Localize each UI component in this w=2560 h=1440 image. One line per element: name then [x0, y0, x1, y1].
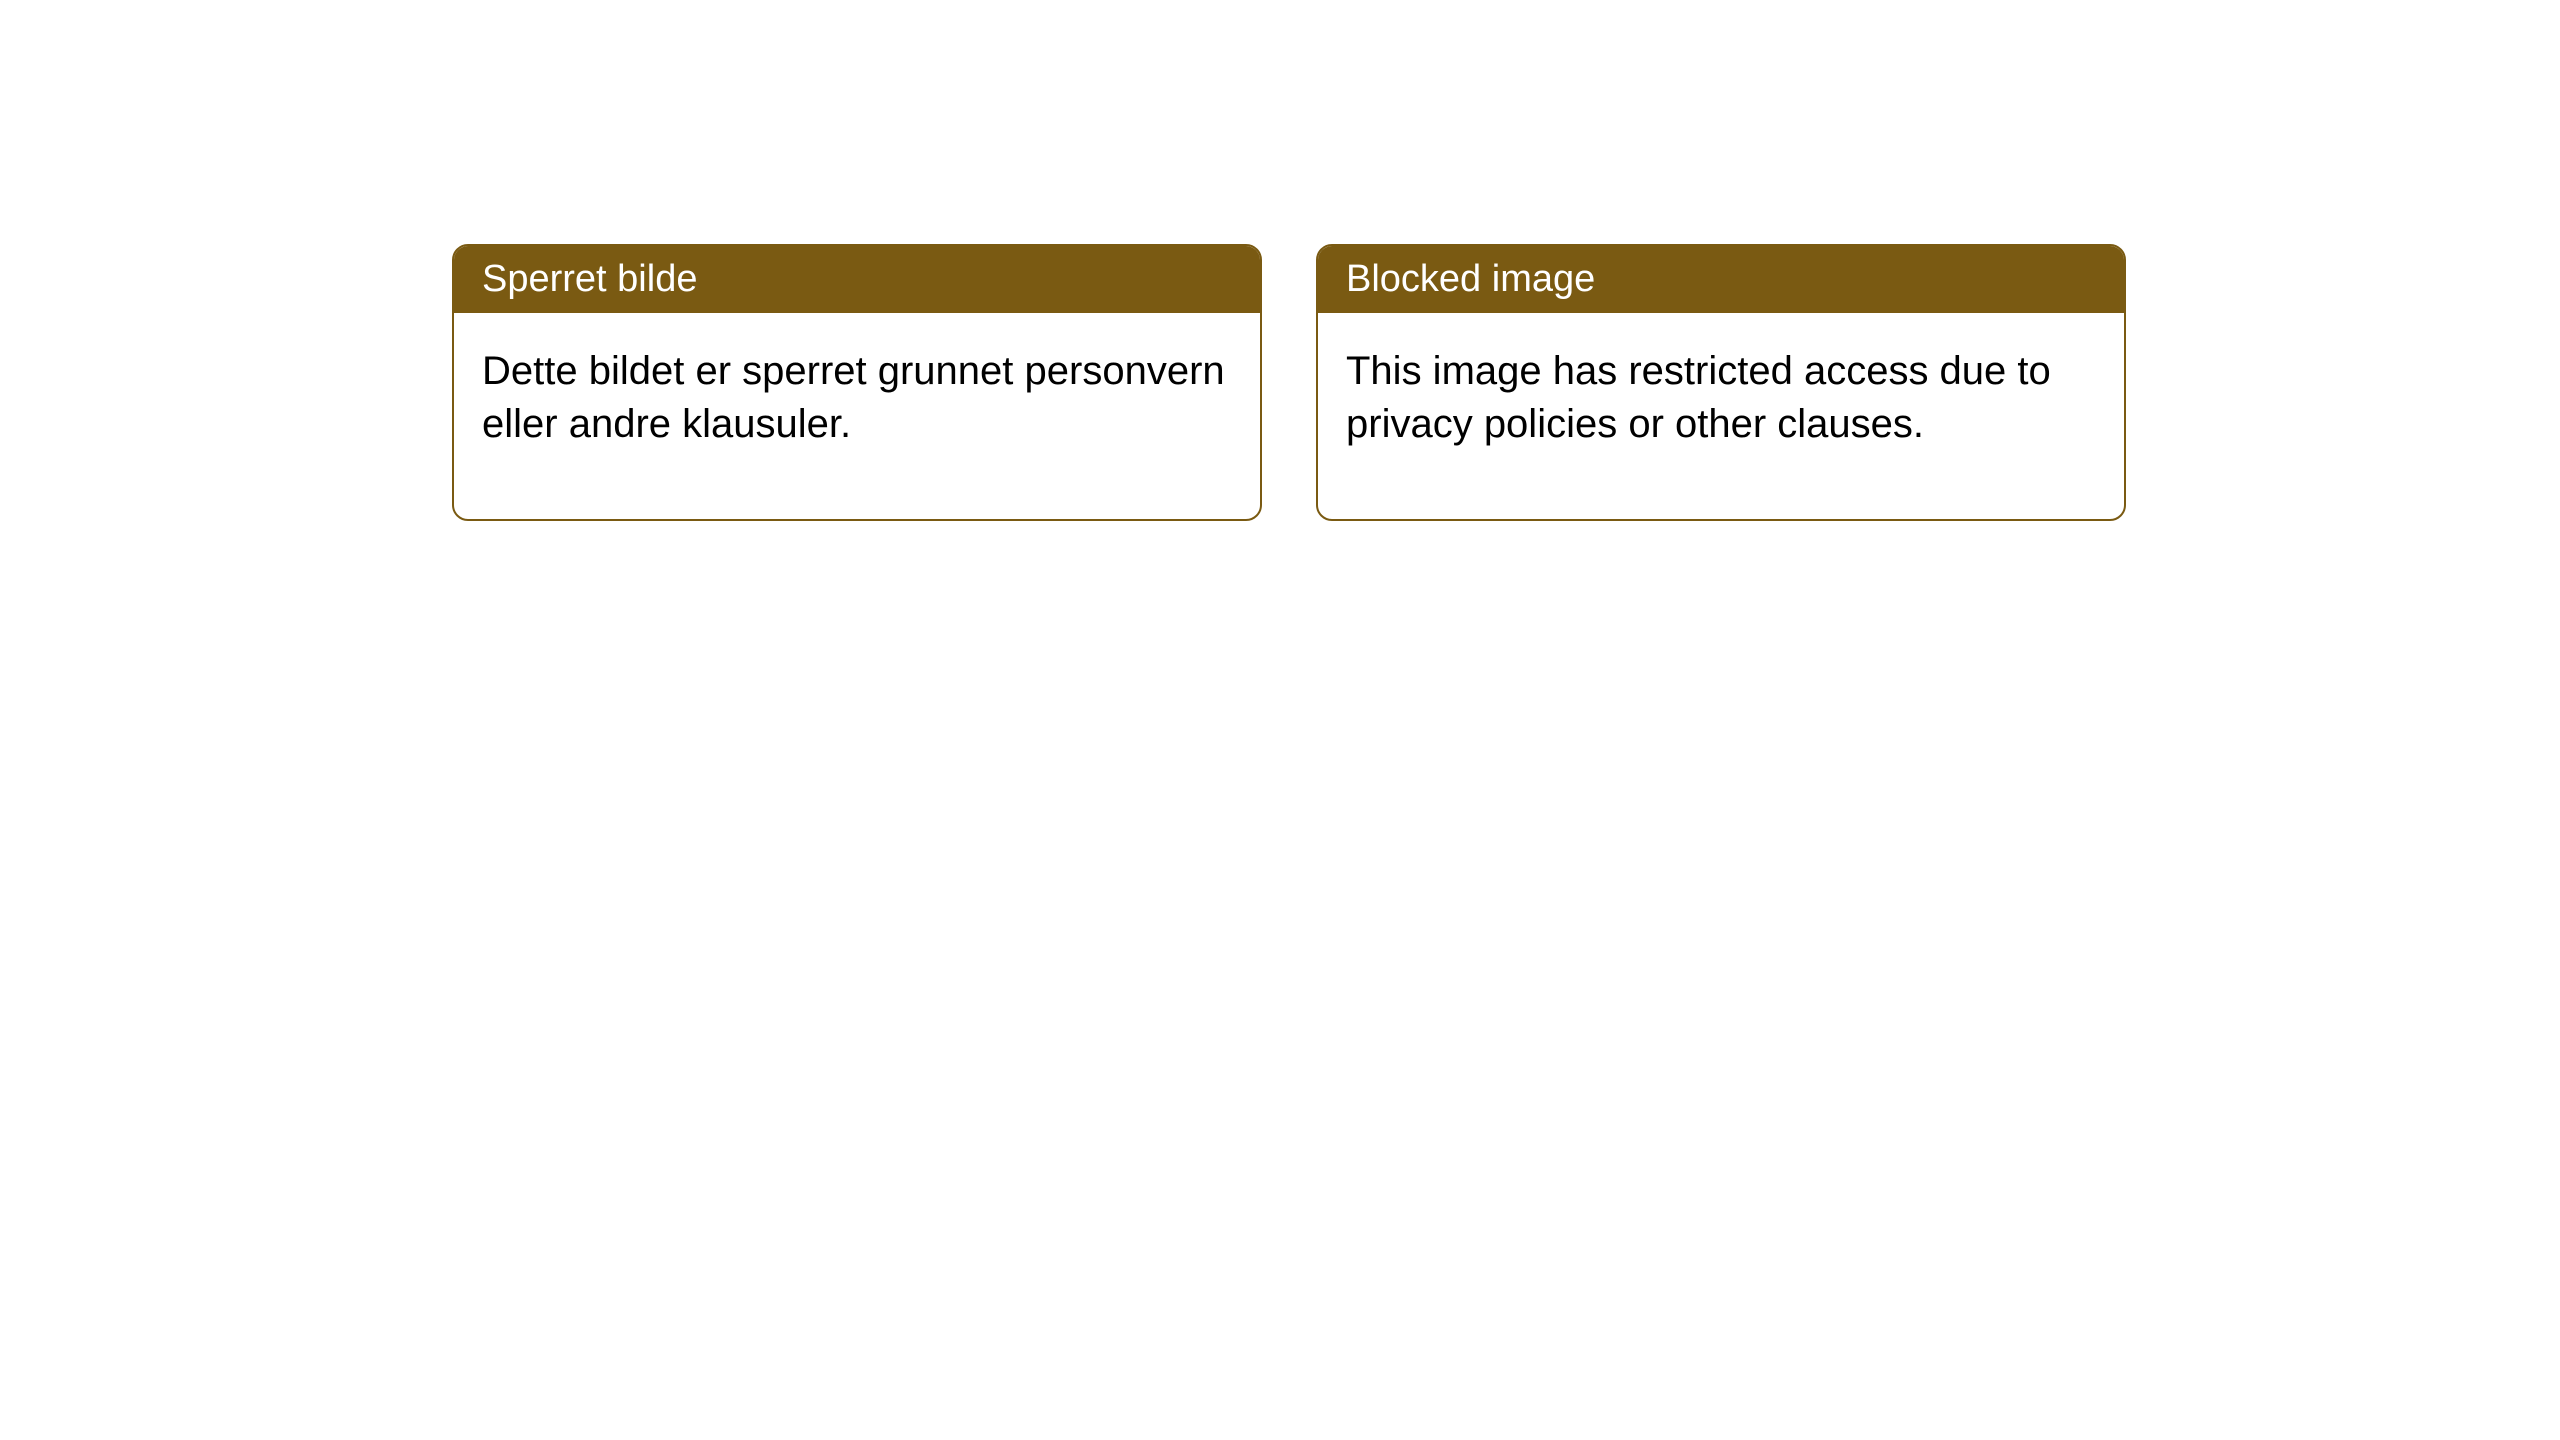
- notice-body-norwegian: Dette bildet er sperret grunnet personve…: [454, 313, 1260, 519]
- notice-header-english: Blocked image: [1318, 246, 2124, 313]
- notice-header-norwegian: Sperret bilde: [454, 246, 1260, 313]
- notices-container: Sperret bilde Dette bildet er sperret gr…: [452, 244, 2126, 521]
- notice-body-english: This image has restricted access due to …: [1318, 313, 2124, 519]
- notice-box-english: Blocked image This image has restricted …: [1316, 244, 2126, 521]
- notice-box-norwegian: Sperret bilde Dette bildet er sperret gr…: [452, 244, 1262, 521]
